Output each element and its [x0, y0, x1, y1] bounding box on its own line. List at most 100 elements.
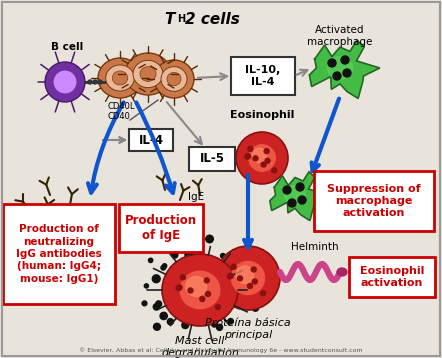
Circle shape	[228, 319, 233, 324]
Circle shape	[298, 196, 306, 204]
Ellipse shape	[236, 266, 254, 284]
Circle shape	[204, 278, 210, 283]
Circle shape	[177, 285, 182, 290]
Circle shape	[231, 264, 236, 269]
Text: Eosinophil
activation: Eosinophil activation	[360, 266, 424, 288]
Ellipse shape	[140, 67, 156, 81]
Circle shape	[188, 288, 193, 293]
Circle shape	[245, 154, 251, 159]
Ellipse shape	[154, 60, 194, 98]
Circle shape	[176, 286, 181, 291]
Text: Suppression of
macrophage
activation: Suppression of macrophage activation	[327, 184, 421, 218]
FancyBboxPatch shape	[349, 257, 435, 297]
Circle shape	[248, 146, 253, 151]
Text: © Elsevier, Abbas et al: Cellular and Molecular Immunology 6e - www.studentconsu: © Elsevier, Abbas et al: Cellular and Mo…	[79, 347, 363, 353]
Circle shape	[153, 323, 160, 330]
Circle shape	[185, 251, 193, 259]
Circle shape	[252, 279, 257, 284]
Circle shape	[182, 322, 189, 329]
FancyBboxPatch shape	[119, 204, 203, 252]
Text: H: H	[177, 14, 185, 24]
Text: 2 cells: 2 cells	[185, 12, 240, 27]
Text: IL-4: IL-4	[138, 134, 164, 146]
Ellipse shape	[252, 148, 267, 163]
Text: CD40L
CD40: CD40L CD40	[107, 102, 134, 121]
Polygon shape	[270, 172, 328, 221]
Text: IL-10,
IL-4: IL-10, IL-4	[245, 65, 281, 87]
Circle shape	[328, 59, 336, 67]
Text: Activated
macrophage: Activated macrophage	[307, 25, 373, 47]
Ellipse shape	[112, 71, 128, 85]
Ellipse shape	[162, 254, 238, 326]
Circle shape	[149, 258, 153, 262]
FancyBboxPatch shape	[129, 129, 173, 151]
Circle shape	[93, 80, 97, 84]
Circle shape	[163, 264, 167, 268]
FancyBboxPatch shape	[189, 147, 235, 171]
Circle shape	[333, 72, 341, 80]
Text: Eosinophil: Eosinophil	[230, 110, 294, 120]
Circle shape	[212, 322, 217, 327]
Text: Production of
neutralizing
IgG antibodies
(human: IgG4;
mouse: IgG1): Production of neutralizing IgG antibodie…	[16, 224, 102, 284]
Ellipse shape	[125, 53, 171, 95]
Ellipse shape	[337, 268, 347, 276]
Ellipse shape	[133, 61, 163, 88]
Ellipse shape	[328, 57, 353, 79]
FancyBboxPatch shape	[314, 171, 434, 231]
Circle shape	[217, 324, 223, 330]
Circle shape	[296, 183, 304, 191]
Circle shape	[264, 149, 269, 154]
Circle shape	[251, 267, 256, 272]
Text: Proteína básica
principal: Proteína básica principal	[205, 318, 291, 340]
Circle shape	[142, 301, 147, 306]
FancyBboxPatch shape	[231, 57, 295, 95]
Ellipse shape	[98, 58, 142, 98]
Circle shape	[156, 301, 162, 307]
Circle shape	[272, 168, 277, 173]
Circle shape	[253, 156, 258, 161]
Ellipse shape	[285, 185, 305, 204]
Circle shape	[180, 275, 186, 280]
Ellipse shape	[106, 65, 134, 91]
Ellipse shape	[179, 270, 221, 310]
Circle shape	[248, 284, 252, 289]
Circle shape	[283, 186, 291, 194]
Ellipse shape	[167, 72, 181, 86]
Circle shape	[215, 305, 221, 310]
Circle shape	[256, 299, 261, 304]
Text: B cell: B cell	[51, 42, 83, 52]
Text: IL-5: IL-5	[199, 153, 225, 165]
Polygon shape	[309, 40, 380, 98]
Circle shape	[172, 252, 178, 258]
FancyBboxPatch shape	[3, 204, 115, 304]
Circle shape	[228, 273, 233, 278]
Ellipse shape	[236, 132, 288, 184]
Circle shape	[221, 253, 225, 258]
Ellipse shape	[161, 67, 187, 91]
Circle shape	[88, 80, 92, 84]
Circle shape	[153, 304, 160, 310]
Text: T: T	[164, 12, 175, 27]
Text: IgE: IgE	[188, 192, 204, 202]
Circle shape	[144, 284, 149, 288]
Circle shape	[160, 312, 168, 320]
Circle shape	[343, 69, 351, 77]
Circle shape	[168, 319, 174, 325]
Circle shape	[161, 265, 166, 270]
Ellipse shape	[248, 144, 276, 172]
Circle shape	[341, 56, 349, 64]
Circle shape	[261, 291, 266, 296]
Circle shape	[252, 305, 259, 311]
Text: Helminth: Helminth	[291, 242, 339, 252]
Circle shape	[237, 276, 243, 281]
Ellipse shape	[53, 70, 77, 94]
Circle shape	[261, 162, 266, 167]
Circle shape	[255, 270, 262, 277]
Circle shape	[98, 80, 102, 84]
Text: Production
of IgE: Production of IgE	[125, 213, 197, 242]
Circle shape	[228, 274, 232, 279]
Text: Mast cell
degranulation: Mast cell degranulation	[161, 336, 239, 358]
Circle shape	[152, 275, 160, 283]
Circle shape	[200, 296, 205, 301]
Ellipse shape	[230, 260, 266, 296]
